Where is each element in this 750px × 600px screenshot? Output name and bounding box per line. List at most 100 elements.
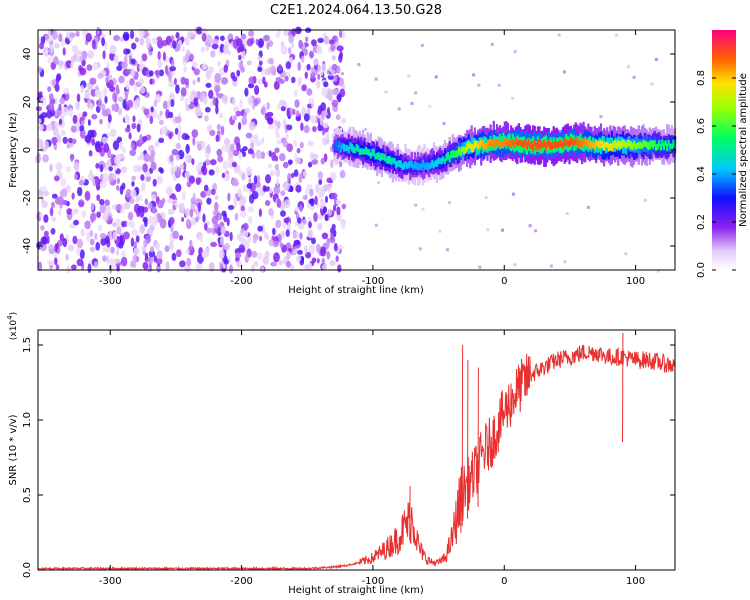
noise-dot [130,189,137,198]
noise-dot [54,110,59,118]
ridge-cell [598,140,601,149]
noise-dot [128,132,132,140]
noise-dot [69,32,76,38]
noise-dot [204,222,208,231]
ridge-cell [459,148,462,156]
ridge-cell [472,144,475,153]
noise-dot [123,231,130,240]
noise-dot [171,148,179,156]
noise-dot [320,157,325,165]
noise-dot [60,129,66,136]
ridge-cell [584,139,587,146]
noise-dot [131,229,139,236]
noise-speck [586,205,590,209]
ridge-cell [440,157,443,165]
ridge-cell [538,144,541,151]
noise-dot [295,116,302,122]
noise-dot [196,77,201,83]
noise-dot [300,55,305,63]
noise-dot [47,259,54,266]
noise-dot [195,263,201,272]
ridge-cell [560,141,563,147]
noise-dot [115,84,120,93]
noise-dot [73,219,79,226]
noise-dot [277,120,281,129]
noise-dot [254,85,260,96]
noise-dot [211,43,219,50]
ridge-cell [617,140,620,147]
noise-dot [81,50,88,61]
noise-dot [142,261,149,270]
ridge-cell [658,140,661,147]
noise-dot [236,69,241,77]
snr-scale-label: (x104) [6,312,19,340]
noise-dot [260,190,265,197]
noise-dot [111,104,116,112]
noise-dot [335,199,342,205]
noise-dot [251,191,259,200]
noise-dot [218,112,223,119]
noise-dot [215,105,219,115]
noise-dot [51,136,58,144]
ridge-cell [354,147,357,154]
noise-dot [285,61,292,70]
ridge-cell [661,139,664,147]
ridge-cell [461,146,464,152]
noise-dot [308,229,313,239]
ridge-cell [350,144,354,152]
noise-dot [46,110,53,119]
noise-dot [70,61,74,69]
noise-dot [222,160,229,170]
ridge-cell [664,140,667,146]
noise-dot [132,254,136,264]
ridge-cell [450,151,453,159]
noise-dot [328,39,335,45]
noise-dot [310,72,316,79]
spectrogram-ylabel: Frequency (Hz) [8,112,19,188]
x-tick-label: 0 [501,576,507,587]
ridge-cell [448,155,451,163]
noise-dot [236,142,241,152]
snr-background [38,330,675,570]
noise-dot [180,87,187,97]
noise-dot [129,197,135,204]
ridge-cell [464,147,467,154]
ridge-cell [618,141,621,150]
ridge-cell [374,153,377,160]
noise-dot [158,119,165,125]
noise-dot [191,158,195,166]
noise-dot [143,153,150,163]
noise-speck [414,203,418,207]
ridge-cell [361,148,365,155]
noise-dot [53,127,59,137]
noise-dot [136,123,141,133]
noise-dot [133,203,141,214]
ridge-cell [346,144,349,151]
noise-dot [273,80,280,90]
noise-dot [210,241,218,248]
noise-dot [286,260,291,268]
ridge-cell [396,160,399,167]
noise-dot [309,188,314,197]
noise-dot [186,257,192,267]
noise-dot [246,38,254,47]
ridge-cell [549,141,552,150]
noise-dot [77,186,83,197]
noise-dot [133,247,141,256]
ridge-cell [532,143,535,152]
noise-dot [185,248,190,255]
noise-dot [148,144,155,153]
noise-dot [258,60,263,66]
noise-dot [241,172,246,181]
noise-dot [117,107,123,116]
noise-dot [244,87,249,97]
ridge-cell [443,158,446,165]
noise-dot [324,213,329,222]
noise-dot [110,153,114,164]
noise-dot [273,185,281,195]
noise-dot [172,40,177,49]
spectrogram-y-ticks: -40 -20 0 20 40 [22,48,675,254]
ridge-cell [404,161,407,167]
noise-dot [110,246,115,254]
x-tick-label: 100 [626,276,645,287]
